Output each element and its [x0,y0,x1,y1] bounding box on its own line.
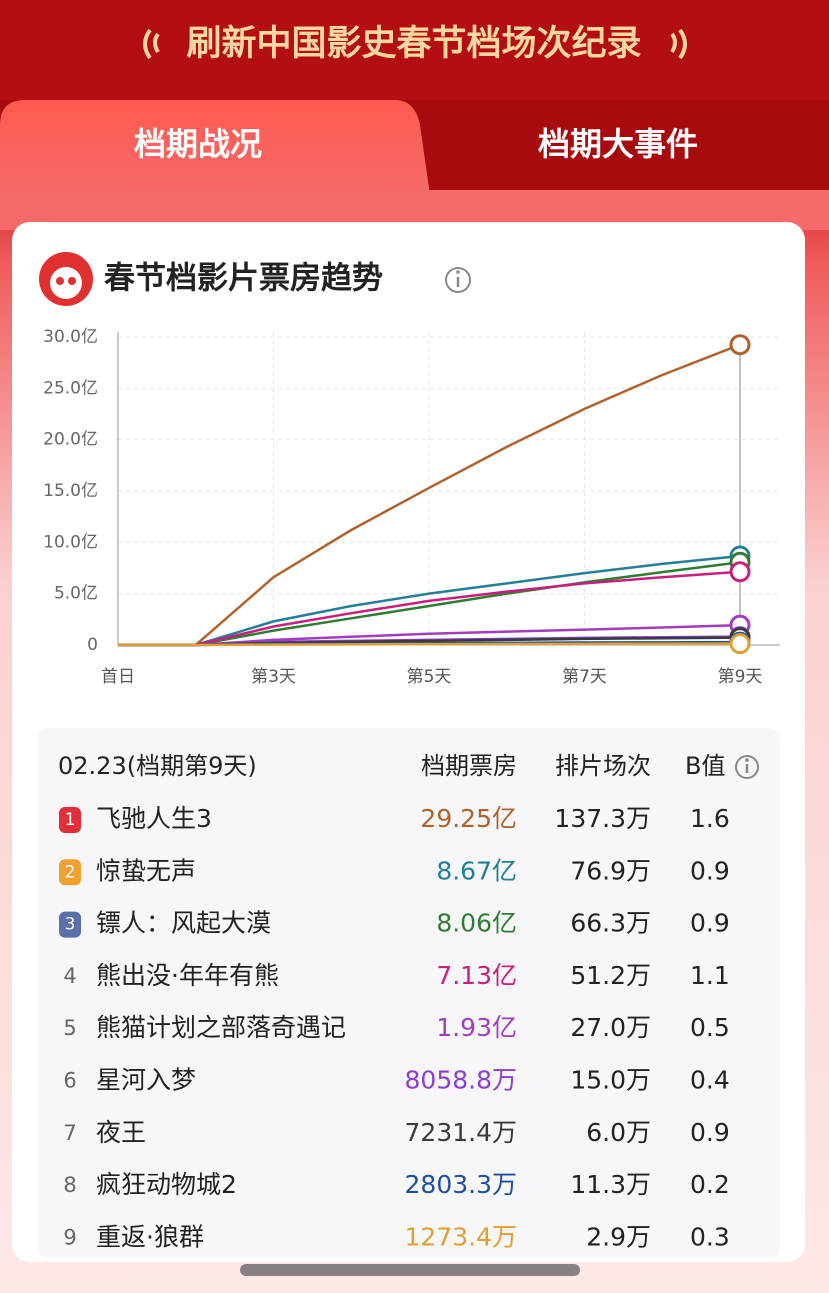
banner [0,0,829,100]
logo-eye [56,277,64,285]
box-office: 7231.4万 [405,1118,517,1147]
movie-name: 飞驰人生3 [96,804,212,833]
tab-label[interactable]: 档期战况 [134,125,262,163]
shows: 51.2万 [570,961,651,990]
shows: 6.0万 [586,1118,651,1147]
series-line [118,561,741,647]
movie-name: 疯狂动物城2 [96,1170,237,1199]
b-value: 0.2 [690,1170,730,1199]
y-tick-label: 15.0亿 [43,481,98,501]
rank: 6 [63,1069,76,1093]
box-office: 2803.3万 [405,1170,517,1199]
b-value: 0.5 [690,1013,730,1042]
tab-active[interactable] [0,100,430,195]
table-header: 02.23(档期第9天) [58,752,257,780]
table-panel [38,728,780,1258]
card-title: 春节档影片票房趋势 [104,261,383,297]
rank: 7 [63,1121,76,1145]
shows: 27.0万 [570,1013,651,1042]
y-tick-label: 20.0亿 [43,430,98,450]
b-value: 0.4 [690,1066,730,1095]
movie-name: 夜王 [96,1118,146,1147]
end-point [729,334,751,356]
b-value: 1.6 [690,804,730,833]
info-dot[interactable] [456,270,460,274]
logo-face [50,267,82,299]
box-office: 29.25亿 [420,804,517,833]
box-office: 8.67亿 [436,856,517,885]
shows: 137.3万 [554,804,651,833]
rank: 8 [63,1173,76,1197]
movie-name: 惊蛰无声 [96,856,196,885]
box-office: 8.06亿 [436,909,517,938]
y-tick-label: 30.0亿 [43,327,98,347]
shows: 15.0万 [570,1066,651,1095]
y-tick-label: 5.0亿 [54,584,98,604]
movie-name: 熊猫计划之部落奇遇记 [96,1013,346,1042]
series-line [118,343,741,647]
table-header: B值 [685,752,725,780]
movie-name: 镖人：风起大漠 [96,909,271,938]
shows: 11.3万 [570,1170,651,1199]
rank: 2 [65,862,76,882]
logo-eye [68,277,76,285]
x-tick-label: 首日 [101,667,135,687]
series-line [118,570,741,647]
y-tick-label: 0 [87,635,98,655]
info-icon[interactable] [735,755,759,779]
series-line [118,642,741,647]
rank: 9 [63,1225,76,1249]
x-tick-label: 第7天 [562,667,607,687]
movie-name: 星河入梦 [96,1066,196,1095]
rank-badge [59,859,81,886]
b-value: 1.1 [690,961,730,990]
rank: 1 [65,810,76,830]
box-office: 7.13亿 [436,961,517,990]
shows: 2.9万 [586,1222,651,1251]
rank-badge [59,807,81,833]
b-value: 0.9 [690,856,730,885]
tab-label[interactable]: 档期大事件 [538,125,698,163]
rank: 5 [63,1016,76,1040]
info-ring[interactable] [735,755,759,779]
rank: 3 [65,915,76,935]
movie-name: 熊出没·年年有熊 [96,961,279,990]
banner-title: 刷新中国影史春节档场次纪录 [186,24,641,64]
x-tick-label: 第9天 [718,667,763,687]
series-line [118,554,741,647]
shows: 66.3万 [570,909,651,938]
scroll-indicator [240,1264,580,1276]
x-tick-label: 第3天 [251,667,296,687]
info-icon[interactable] [445,267,471,293]
table-header: 档期票房 [421,752,517,780]
movie-name: 重返·狼群 [96,1222,204,1251]
rank: 4 [63,964,76,988]
end-point [729,633,751,655]
info-dot[interactable] [745,758,749,762]
table: 02.23(档期第9天) 档期票房 排片场次 B值 1 飞驰人生3 29.25亿 137.3万… [58,752,730,1251]
info-ring[interactable] [445,267,471,293]
rank-badge [59,911,81,938]
b-value: 0.9 [690,909,730,938]
shows: 76.9万 [570,856,651,885]
y-tick-label: 10.0亿 [43,532,98,552]
box-office: 1273.4万 [405,1222,517,1251]
box-office: 1.93亿 [436,1013,517,1042]
banner-ornament [143,28,160,60]
box-office: 8058.8万 [405,1066,517,1095]
end-point [729,561,751,583]
x-tick-label: 第5天 [407,667,452,687]
y-tick-label: 25.0亿 [43,378,98,398]
b-value: 0.3 [690,1222,730,1251]
table-header: 排片场次 [555,752,651,780]
banner-ornament [670,28,687,60]
b-value: 0.9 [690,1118,730,1147]
